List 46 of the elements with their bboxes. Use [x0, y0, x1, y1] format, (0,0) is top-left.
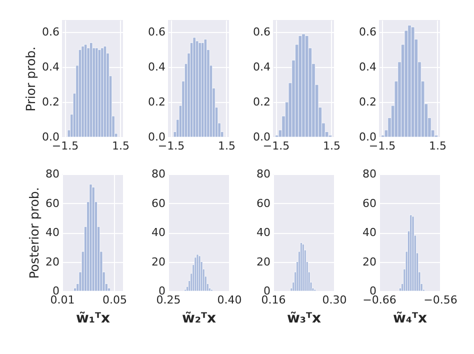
- x-tick-label: 0.25: [156, 294, 181, 306]
- x-tick-label: 1.5: [218, 140, 236, 152]
- y-tick-label: 60: [362, 196, 376, 210]
- y-tick-label: 0.4: [359, 60, 376, 74]
- y-tick-label: 0.4: [253, 60, 270, 74]
- y-tick-label: 40: [362, 226, 376, 239]
- x-tick-label: −0.56: [424, 294, 458, 306]
- y-tick-label: 60: [46, 196, 60, 210]
- x-axis-title: w̃₃ᵀx: [286, 310, 322, 326]
- y-tick-label: 40: [152, 226, 166, 239]
- y-tick-label: 80: [362, 168, 376, 180]
- y-axis-title: Posterior prob.: [26, 187, 42, 279]
- y-tick-label: 0.6: [359, 26, 376, 39]
- y-axis-title: Prior prob.: [23, 46, 38, 112]
- x-tick-label: 0.16: [261, 294, 286, 306]
- y-tick-label: 0.2: [359, 96, 376, 109]
- x-tick-label: 0.01: [50, 294, 75, 306]
- x-tick-label: 1.5: [322, 140, 340, 152]
- y-tick-label: 40: [256, 226, 270, 239]
- y-tick-label: 80: [152, 168, 166, 180]
- y-tick-label: 20: [46, 255, 60, 268]
- x-axis-title: w̃₄ᵀx: [392, 310, 428, 326]
- y-tick-label: 0.6: [253, 26, 270, 39]
- y-tick-label: 60: [152, 196, 166, 210]
- y-tick-label: 0.2: [253, 96, 270, 109]
- x-tick-label: 0.40: [217, 294, 242, 306]
- y-tick-label: 0.6: [42, 26, 60, 39]
- y-tick-label: 0.4: [148, 60, 166, 74]
- x-axis-title: w̃₁ᵀx: [76, 310, 110, 326]
- y-tick-label: 0.6: [148, 26, 166, 39]
- y-tick-label: 20: [256, 255, 270, 268]
- y-tick-label: 0.2: [148, 96, 166, 109]
- y-tick-label: 80: [256, 168, 270, 180]
- y-tick-label: 0.4: [42, 60, 60, 74]
- y-tick-label: 20: [362, 255, 376, 268]
- y-tick-label: 20: [152, 255, 166, 268]
- x-tick-label: 0.05: [102, 294, 127, 306]
- x-tick-label: 0.30: [322, 294, 347, 306]
- y-tick-label: 40: [46, 226, 60, 239]
- y-tick-label: 0.2: [42, 96, 60, 109]
- y-tick-label: 60: [256, 196, 270, 210]
- x-tick-label: −0.66: [362, 294, 396, 306]
- x-tick-label: 1.5: [428, 140, 446, 152]
- x-axis-title: w̃₂ᵀx: [182, 310, 216, 326]
- y-tick-label: 80: [46, 168, 60, 180]
- x-tick-label: 1.5: [112, 140, 130, 152]
